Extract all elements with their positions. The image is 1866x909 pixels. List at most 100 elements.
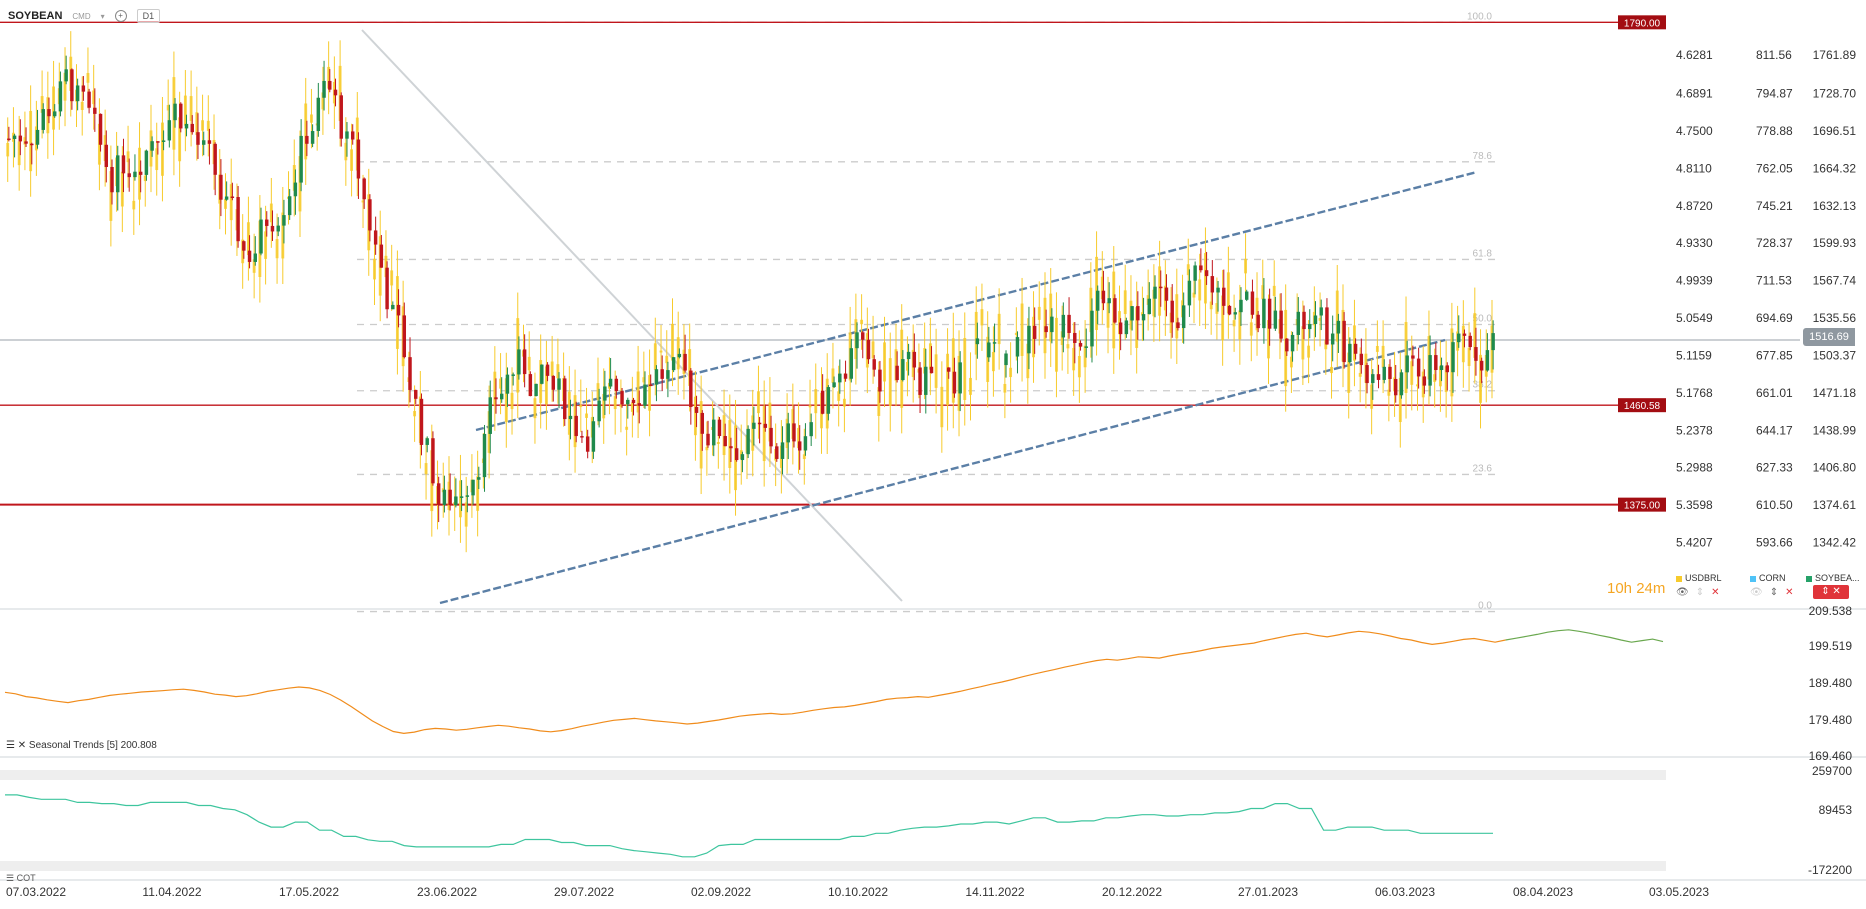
candle-body — [259, 219, 263, 254]
candle-body — [1107, 298, 1111, 304]
usdbrl-candle — [1375, 345, 1379, 352]
candle-body — [597, 400, 601, 422]
usdbrl-candle — [1009, 367, 1013, 378]
candle-body — [631, 399, 636, 404]
candle-body — [242, 241, 246, 251]
fib-level-label: 78.6 — [1473, 151, 1493, 162]
seasonal-label-text: Seasonal Trends [5] 200.808 — [28, 740, 157, 751]
sort-icon[interactable]: ⇕ — [1769, 587, 1779, 598]
candle-body — [1491, 333, 1495, 351]
candle-body — [391, 304, 395, 310]
add-icon[interactable]: + — [114, 10, 127, 22]
candle-body — [121, 155, 126, 174]
usdbrl-candle — [155, 148, 159, 171]
cot-band-bottom — [0, 861, 1666, 871]
level-tag-label: 1790.00 — [1624, 18, 1661, 29]
usdbrl-candle — [510, 392, 514, 410]
usdbrl-candle — [178, 117, 182, 162]
legend-corn[interactable]: CORN 👁 ⇕ ✕ — [1750, 573, 1793, 598]
usdbrl-candle — [143, 175, 147, 182]
candle-body — [683, 353, 687, 371]
usdbrl-candle — [1072, 347, 1076, 371]
chevron-down-icon[interactable]: ▾ — [100, 11, 105, 21]
candle-body — [1451, 342, 1455, 373]
usdbrl-candle — [991, 351, 995, 372]
usdbrl-candle — [831, 368, 835, 383]
usdbrl-candle — [1244, 258, 1247, 274]
soybean-axis-tick: 1567.74 — [1813, 274, 1857, 288]
cot-indicator-label[interactable]: ☰ COT — [6, 873, 36, 883]
time-axis-label: 06.03.2023 — [1375, 885, 1435, 899]
seasonal-indicator-label[interactable]: ☰ ✕ Seasonal Trends [5] 200.808 — [6, 740, 157, 751]
soybean-axis-tick: 1535.56 — [1813, 311, 1857, 325]
candle-body — [1325, 307, 1329, 345]
symbol-label[interactable]: SOYBEAN — [8, 10, 63, 22]
close-icon[interactable]: ✕ — [1785, 587, 1794, 598]
usdbrl-candle — [29, 110, 33, 172]
usdbrl-candle — [556, 364, 560, 379]
legend-soybean[interactable]: SOYBEA... — [1806, 573, 1860, 583]
usdbrl-candle — [1037, 306, 1041, 320]
candle-body — [196, 132, 200, 145]
time-axis-label: 14.11.2022 — [965, 885, 1024, 899]
fib-level-label: 100.0 — [1467, 11, 1492, 22]
fib-level-label: 38.2 — [1473, 380, 1493, 391]
eye-icon[interactable]: 👁 — [1750, 587, 1763, 598]
candle-body — [706, 433, 710, 446]
eye-icon[interactable]: 👁 — [1676, 587, 1689, 598]
candle-body — [626, 399, 630, 405]
usdbrl-candle — [183, 95, 187, 126]
close-position-button[interactable]: ⇕ ✕ — [1813, 585, 1849, 599]
usdbrl-candle — [1123, 290, 1127, 315]
candle-body — [436, 483, 441, 505]
candle-body — [499, 393, 504, 400]
candle-body — [866, 339, 871, 360]
usdbrl-candle — [1461, 325, 1465, 363]
candle-body — [809, 422, 813, 437]
candle-body — [517, 349, 521, 375]
candle-body — [1118, 322, 1123, 335]
candle-body — [1130, 306, 1134, 321]
candle-body — [620, 391, 624, 405]
candle-body — [614, 378, 619, 392]
corn-axis-tick: 593.66 — [1756, 536, 1793, 550]
candle-body — [797, 441, 802, 451]
time-axis-label: 29.07.2022 — [554, 885, 614, 899]
corn-axis-tick: 644.17 — [1756, 423, 1793, 437]
candle-body — [1285, 338, 1289, 352]
candle-body — [1428, 355, 1432, 386]
usdbrl-candle — [1152, 289, 1156, 317]
usdbrl-axis-tick: 5.3598 — [1676, 498, 1713, 512]
soybean-axis-tick: 1761.89 — [1813, 48, 1857, 62]
candle-body — [465, 495, 470, 497]
corn-axis-tick: 745.21 — [1756, 199, 1793, 213]
usdbrl-axis-tick: 5.1768 — [1676, 386, 1713, 400]
usdbrl-axis-tick: 4.8110 — [1676, 161, 1712, 175]
seasonal-axis-tick: 169.460 — [1809, 749, 1853, 763]
sort-icon[interactable]: ⇕ — [1695, 587, 1705, 598]
usdbrl-candle — [642, 377, 646, 383]
usdbrl-candle — [671, 323, 674, 361]
seasonal-axis-tick: 179.480 — [1809, 713, 1853, 727]
channel-lower-line — [439, 338, 1446, 605]
soybean-axis-tick: 1503.37 — [1813, 348, 1857, 362]
usdbrl-candle — [166, 105, 170, 111]
corn-axis-tick: 811.56 — [1756, 48, 1792, 62]
timeframe-button[interactable]: D1 — [136, 9, 161, 23]
usdbrl-candle — [997, 313, 1001, 345]
soybean-axis-tick: 1471.18 — [1813, 386, 1857, 400]
close-icon[interactable]: ✕ — [1711, 587, 1720, 598]
usdbrl-candle — [1083, 345, 1087, 368]
candle-body — [1462, 333, 1467, 336]
candle-body — [729, 446, 733, 449]
candle-body — [540, 364, 544, 384]
candle-body — [305, 135, 309, 144]
legend-usdbrl[interactable]: USDBRL 👁 ⇕ ✕ — [1676, 573, 1722, 598]
candle-body — [551, 375, 556, 390]
usdbrl-candle — [1060, 331, 1064, 345]
usdbrl-candle — [1198, 279, 1202, 301]
usdbrl-candle — [951, 338, 955, 403]
candle-body — [35, 129, 40, 145]
usdbrl-candle — [201, 120, 204, 131]
